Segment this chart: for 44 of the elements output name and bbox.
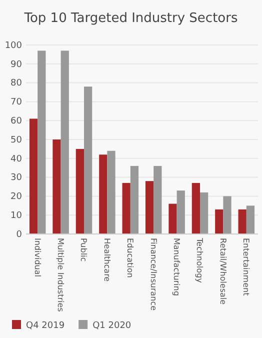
y-tick-label: 90 xyxy=(10,60,22,70)
x-tick-label: Technology xyxy=(195,237,204,284)
bar xyxy=(38,50,46,234)
x-tick-label: Retail/Wholesale xyxy=(218,238,228,305)
y-tick-label: 0 xyxy=(16,230,22,240)
bar xyxy=(52,140,61,234)
bar xyxy=(238,209,246,234)
x-tick-label: Manufacturing xyxy=(172,238,181,296)
bar xyxy=(122,182,130,234)
bar xyxy=(145,181,154,234)
x-tick-label: Multiple Industries xyxy=(56,238,65,312)
x-tick-label: Public xyxy=(79,238,88,262)
x-tick-label: Finance/Insurance xyxy=(148,238,158,311)
y-tick-label: 50 xyxy=(10,135,22,146)
bar xyxy=(84,86,92,234)
y-tick-label: 60 xyxy=(10,116,22,126)
legend-label: Q1 2020 xyxy=(92,321,132,331)
bar xyxy=(76,148,84,234)
bar xyxy=(246,206,255,234)
y-tick-label: 10 xyxy=(10,210,22,221)
x-tick-label: Entertainment xyxy=(242,238,251,296)
bar xyxy=(168,204,177,234)
bar xyxy=(29,118,38,234)
chart-title: Top 10 Targeted Industry Sectors xyxy=(23,11,238,26)
bar xyxy=(223,196,232,234)
bar xyxy=(107,150,116,234)
bar xyxy=(154,166,162,234)
bar xyxy=(60,50,69,234)
bar xyxy=(99,154,108,234)
x-tick-label: Healthcare xyxy=(102,238,112,282)
x-tick-label: Education xyxy=(126,238,135,278)
bar xyxy=(200,192,208,234)
y-tick-label: 70 xyxy=(10,98,22,108)
y-tick-label: 40 xyxy=(10,154,22,164)
legend-label: Q4 2019 xyxy=(26,321,65,331)
x-tick-label: Individual xyxy=(32,238,42,277)
y-tick-label: 100 xyxy=(4,40,22,51)
bar xyxy=(130,166,139,234)
y-tick-label: 20 xyxy=(10,192,22,202)
bar xyxy=(176,190,185,234)
bar xyxy=(192,182,200,234)
y-tick-label: 80 xyxy=(10,78,22,89)
y-tick-label: 30 xyxy=(10,173,22,184)
bar xyxy=(215,209,224,234)
